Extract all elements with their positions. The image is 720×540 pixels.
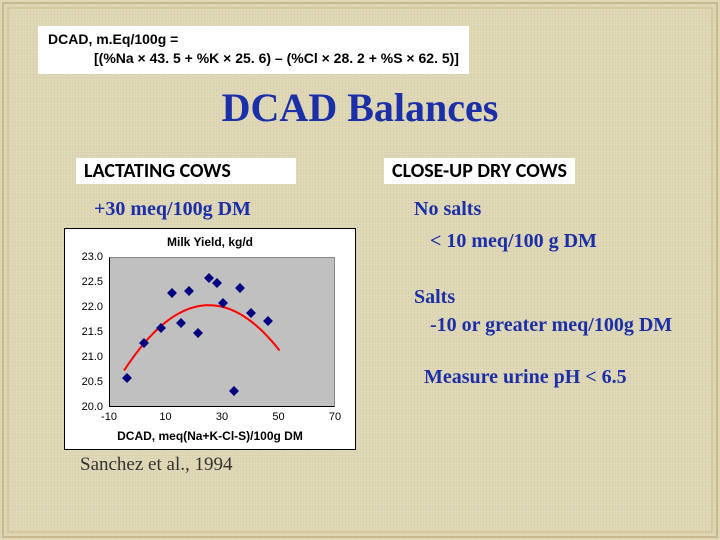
formula-line-2: [(%Na × 43. 5 + %K × 25. 6) – (%Cl × 28.… xyxy=(48,49,459,68)
citation: Sanchez et al., 1994 xyxy=(80,454,232,476)
chart-ytick: 20.5 xyxy=(82,376,103,388)
chart-xlabel: DCAD, meq(Na+K-Cl-S)/100g DM xyxy=(65,429,355,443)
dry-cows-heading: CLOSE-UP DRY COWS xyxy=(384,158,575,184)
chart-xtick: 30 xyxy=(216,411,228,423)
chart-xtick: 70 xyxy=(329,411,341,423)
lactating-heading: LACTATING COWS xyxy=(76,158,296,184)
chart-ytick: 21.5 xyxy=(82,326,103,338)
chart-curve-svg xyxy=(110,258,336,408)
no-salts-label: No salts xyxy=(414,198,481,221)
chart-ytick: 23.0 xyxy=(82,251,103,263)
chart-ytick: 21.0 xyxy=(82,351,103,363)
chart-plot-area xyxy=(109,257,335,407)
measure-urine: Measure urine pH < 6.5 xyxy=(424,366,627,389)
chart-xtick: 50 xyxy=(272,411,284,423)
chart-title: Milk Yield, kg/d xyxy=(65,235,355,249)
no-salts-value: < 10 meq/100 g DM xyxy=(430,230,597,253)
chart-ytick: 22.0 xyxy=(82,301,103,313)
chart-xtick: 10 xyxy=(159,411,171,423)
page-title: DCAD Balances xyxy=(0,84,720,131)
chart-trend-curve xyxy=(124,305,279,370)
lactating-value: +30 meq/100g DM xyxy=(94,198,251,221)
salts-label: Salts xyxy=(414,286,455,309)
milk-yield-chart: Milk Yield, kg/d 20.0 20.5 21.0 21.5 22.0 22.… xyxy=(64,228,356,450)
chart-ytick: 20.0 xyxy=(82,401,103,413)
dcad-formula-box: DCAD, m.Eq/100g = [(%Na × 43. 5 + %K × 2… xyxy=(38,26,469,74)
chart-xtick: -10 xyxy=(101,411,117,423)
chart-ytick: 22.5 xyxy=(82,276,103,288)
formula-line-1: DCAD, m.Eq/100g = xyxy=(48,30,459,49)
salts-value: -10 or greater meq/100g DM xyxy=(430,314,680,337)
